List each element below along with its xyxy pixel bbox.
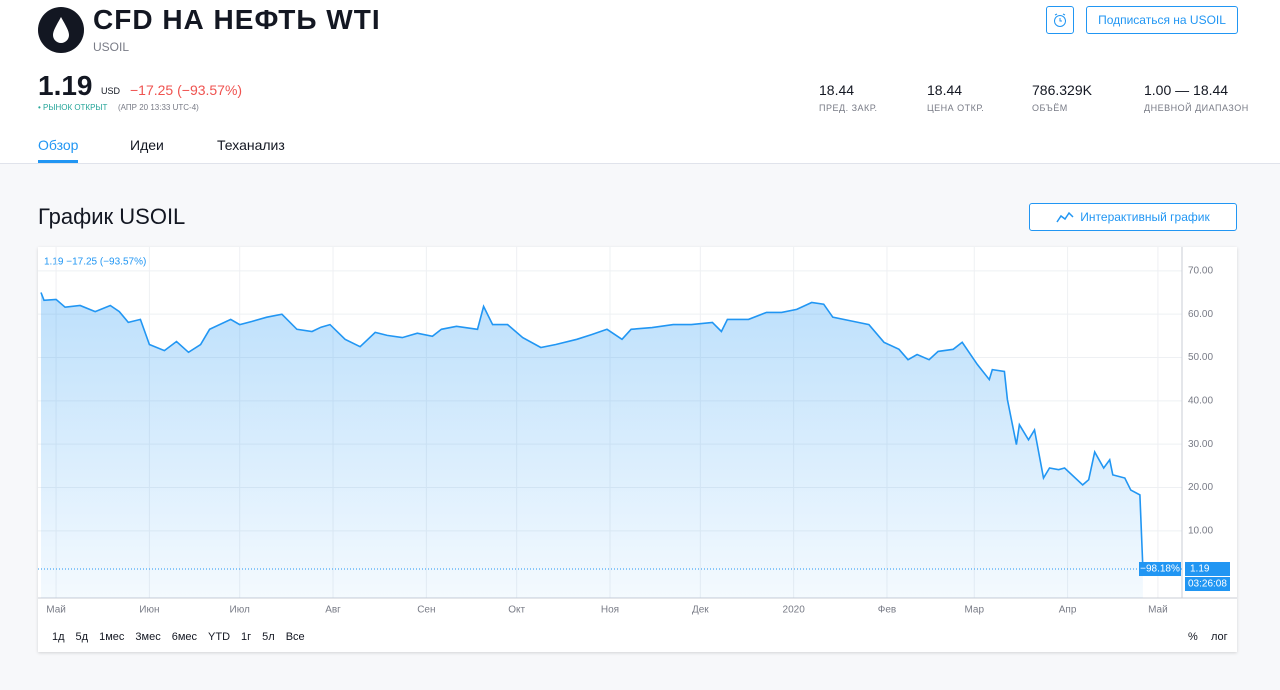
x-tick-label: Авг xyxy=(325,605,341,616)
y-tick-label: 50.00 xyxy=(1188,352,1213,363)
tab-underline xyxy=(38,160,78,163)
x-tick-label: Июн xyxy=(139,605,159,616)
range-button[interactable]: 1мес xyxy=(99,631,125,643)
subscribe-button[interactable]: Подписаться на USOIL xyxy=(1086,6,1238,34)
range-button[interactable]: 5д xyxy=(76,631,89,643)
change-label: −98.18% xyxy=(1140,564,1180,575)
quote-time: (АПР 20 13:33 UTC-4) xyxy=(118,103,199,112)
stat-value: 18.44 xyxy=(927,82,963,98)
change: −17.25 (−93.57%) xyxy=(130,82,243,98)
x-tick-label: Ноя xyxy=(601,605,619,616)
price: 1.19 xyxy=(38,70,93,101)
price-label: 1.19 xyxy=(1190,564,1210,575)
change-badge xyxy=(1139,562,1181,577)
tab[interactable]: Идеи xyxy=(130,137,164,153)
range-button[interactable]: 5л xyxy=(262,631,275,643)
x-tick-label: Июл xyxy=(230,605,250,616)
price-line xyxy=(40,292,1144,570)
range-button[interactable]: YTD xyxy=(208,631,230,643)
stat-label: ПРЕД. ЗАКР. xyxy=(819,103,878,113)
stat-label: ЦЕНА ОТКР. xyxy=(927,103,985,113)
range-button[interactable]: 1д xyxy=(52,631,65,643)
area-fill xyxy=(41,292,1143,598)
chart: 1.19 −17.25 (−93.57%) 10.00 20.00 30.00 40.… xyxy=(38,247,1237,643)
stat-value: 786.329K xyxy=(1032,82,1092,98)
y-tick-label: 20.00 xyxy=(1188,482,1213,493)
price-badge xyxy=(1185,562,1230,577)
x-tick-label: Апр xyxy=(1059,605,1077,616)
range-button[interactable]: 3мес xyxy=(135,631,161,643)
logo xyxy=(38,7,84,53)
chart-card: 1.19 −17.25 (−93.57%) 10.00 20.00 30.00 40.… xyxy=(38,247,1237,652)
x-tick-label: Мар xyxy=(964,605,984,616)
x-tick-label: Фев xyxy=(878,605,896,616)
interactive-button-label: Интерактивный график xyxy=(1080,210,1210,224)
countdown-badge xyxy=(1185,577,1230,592)
stat-value: 18.44 xyxy=(819,82,855,98)
tab[interactable]: Обзор xyxy=(38,137,79,153)
title: CFD НА НЕФТЬ WTI xyxy=(93,4,381,35)
range-button[interactable]: 1г xyxy=(241,631,251,643)
y-tick-label: 70.00 xyxy=(1188,265,1213,276)
y-tick-label: 10.00 xyxy=(1188,525,1213,536)
x-tick-label: Май xyxy=(46,605,66,616)
x-tick-label: Окт xyxy=(508,605,525,616)
header: CFD НА НЕФТЬ WTI USOIL Подписаться на US… xyxy=(0,0,1280,164)
range-button[interactable]: 6мес xyxy=(172,631,198,643)
tab[interactable]: Теханализ xyxy=(217,137,285,153)
section-title: График USOIL xyxy=(38,204,186,229)
scale-option[interactable]: лог xyxy=(1211,631,1228,643)
y-tick-label: 60.00 xyxy=(1188,309,1213,320)
market-status: • РЫНОК ОТКРЫТ xyxy=(38,103,108,112)
alert-button[interactable] xyxy=(1046,6,1074,34)
stat-value: 1.00 — 18.44 xyxy=(1144,82,1229,98)
y-tick-label: 40.00 xyxy=(1188,395,1213,406)
countdown-label: 03:26:08 xyxy=(1188,579,1227,590)
x-tick-label: Май xyxy=(1148,605,1168,616)
legend-text: 1.19 −17.25 (−93.57%) xyxy=(44,257,146,268)
scale-option[interactable]: % xyxy=(1188,631,1198,643)
symbol: USOIL xyxy=(93,40,130,54)
currency: USD xyxy=(101,86,121,96)
x-tick-label: 2020 xyxy=(783,605,806,616)
range-button[interactable]: Все xyxy=(286,631,305,643)
x-tick-label: Сен xyxy=(417,605,435,616)
interactive-button[interactable]: Интерактивный график xyxy=(1029,203,1237,231)
stat-label: ДНЕВНОЙ ДИАПАЗОН xyxy=(1144,103,1249,113)
stat-label: ОБЪЁМ xyxy=(1032,103,1068,113)
y-tick-label: 30.00 xyxy=(1188,439,1213,450)
x-tick-label: Дек xyxy=(692,605,709,616)
